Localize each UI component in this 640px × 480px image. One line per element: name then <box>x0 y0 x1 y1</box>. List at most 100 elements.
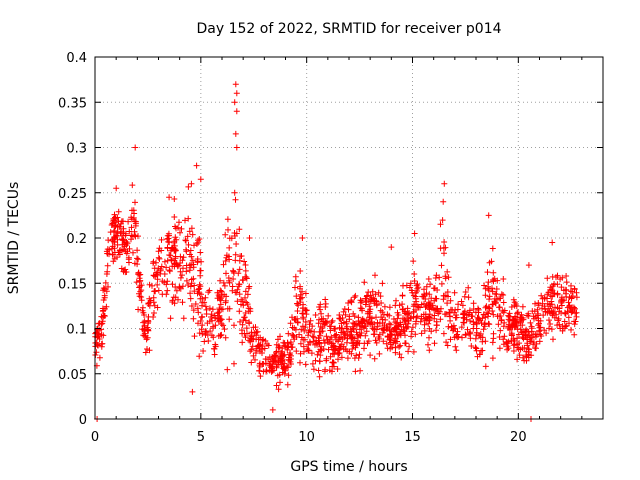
data-point <box>221 326 228 333</box>
data-point <box>230 276 237 282</box>
data-point <box>514 335 521 342</box>
data-point <box>281 351 288 358</box>
data-point <box>490 269 497 276</box>
data-point <box>200 348 207 354</box>
data-point <box>192 301 199 307</box>
data-point <box>166 267 173 274</box>
data-point <box>222 231 229 238</box>
y-tick-label: 0.25 <box>58 187 87 202</box>
data-point <box>349 346 356 352</box>
data-point <box>500 299 507 306</box>
data-point <box>384 345 391 352</box>
x-tick-label: 20 <box>510 430 527 445</box>
data-point <box>220 322 227 329</box>
data-point <box>512 301 519 307</box>
data-point <box>505 325 512 331</box>
data-point <box>179 283 186 290</box>
data-point <box>394 315 401 322</box>
data-point <box>481 321 488 328</box>
data-point <box>415 284 422 291</box>
data-point <box>158 236 165 243</box>
data-point <box>102 279 109 286</box>
data-point <box>361 345 367 352</box>
data-point <box>486 296 493 303</box>
data-point <box>366 310 373 317</box>
data-point <box>103 271 110 277</box>
data-point <box>105 237 112 244</box>
data-point <box>288 341 295 347</box>
data-point <box>202 303 209 310</box>
data-point <box>392 344 399 351</box>
data-point <box>354 340 361 347</box>
data-point <box>242 267 249 274</box>
data-point <box>257 334 264 341</box>
data-point <box>523 352 530 359</box>
data-point <box>217 277 224 284</box>
data-point <box>534 306 541 313</box>
data-point <box>510 296 517 303</box>
data-point <box>183 237 189 244</box>
data-point <box>565 299 572 306</box>
data-point <box>297 359 303 366</box>
data-point <box>375 289 382 296</box>
data-point <box>492 290 499 297</box>
data-point <box>485 279 492 286</box>
data-point <box>331 332 338 339</box>
data-point <box>128 232 135 239</box>
data-point <box>225 226 231 233</box>
data-point <box>472 344 479 351</box>
data-point <box>437 316 444 323</box>
data-point <box>93 329 100 336</box>
data-point <box>215 309 222 316</box>
data-point <box>309 360 316 367</box>
data-point <box>286 351 293 358</box>
data-point <box>490 276 497 283</box>
data-point <box>187 283 194 290</box>
data-point <box>217 287 224 294</box>
data-point <box>273 364 280 371</box>
data-point <box>562 310 569 317</box>
data-point-outlier <box>440 198 447 205</box>
data-point <box>105 283 111 290</box>
data-point <box>499 307 506 314</box>
data-point <box>164 236 171 243</box>
data-point <box>305 347 312 354</box>
data-point <box>377 307 384 314</box>
data-point <box>180 254 187 261</box>
data-point <box>530 313 537 320</box>
data-point <box>129 182 136 189</box>
data-point <box>425 276 432 282</box>
data-point <box>371 320 378 327</box>
data-point <box>367 352 374 359</box>
data-point <box>395 312 402 318</box>
data-point <box>546 317 552 324</box>
data-point <box>93 349 100 356</box>
data-point <box>372 291 379 298</box>
data-point <box>573 294 580 301</box>
data-point <box>219 306 226 313</box>
data-point <box>470 319 477 325</box>
data-point <box>280 339 287 346</box>
data-point <box>310 338 317 345</box>
data-point <box>265 342 272 349</box>
data-point <box>121 239 128 246</box>
data-point <box>426 325 433 332</box>
data-point <box>191 288 198 295</box>
data-point <box>524 333 531 340</box>
data-point <box>180 265 186 272</box>
data-point <box>289 344 296 351</box>
data-point <box>568 282 574 289</box>
data-point <box>94 326 101 333</box>
data-point <box>472 335 479 342</box>
data-point <box>486 293 493 300</box>
data-point <box>307 328 314 335</box>
data-point <box>141 322 148 329</box>
data-point <box>441 311 448 318</box>
data-point <box>228 235 235 242</box>
data-point-outlier <box>166 194 173 201</box>
data-point <box>408 333 415 340</box>
data-point <box>292 284 298 291</box>
data-point <box>327 327 334 334</box>
data-point-outlier <box>233 90 240 97</box>
data-point <box>210 334 217 341</box>
